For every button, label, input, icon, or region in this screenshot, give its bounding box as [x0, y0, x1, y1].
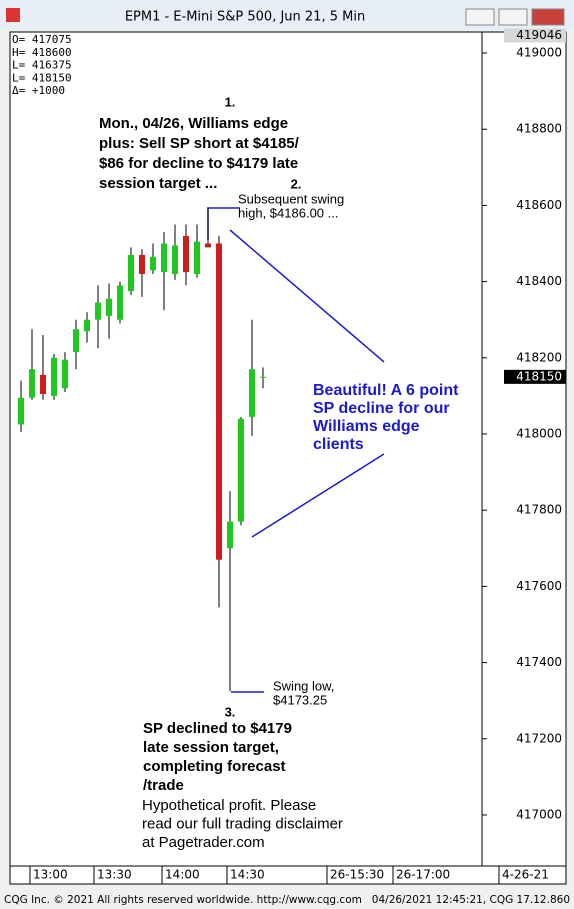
annotation-line: Williams edge	[313, 418, 420, 435]
annotation-line: $4173.25	[273, 692, 327, 707]
price-tag-label: 418150	[516, 369, 562, 383]
candle-body	[227, 521, 233, 549]
candle-body	[150, 256, 156, 271]
annotation-line: /trade	[143, 777, 184, 794]
y-tick-label: 417000	[516, 807, 562, 821]
arrow-line	[229, 229, 385, 363]
candle-body	[18, 397, 24, 425]
info-line: L= 416375	[12, 59, 72, 72]
annotation-line: session target ...	[99, 175, 217, 192]
annotation-line: Mon., 04/26, Williams edge	[99, 115, 288, 132]
time-label: 26-17:00	[396, 868, 450, 882]
candle-body	[117, 285, 123, 320]
annotation-line: clients	[313, 436, 364, 453]
candle-body	[62, 359, 68, 389]
info-line: O= 417075	[12, 33, 72, 46]
candle-body	[205, 243, 211, 248]
time-label: 14:00	[165, 868, 200, 882]
price-tag-label: 419046	[516, 28, 562, 42]
annotation-line: read our full trading disclaimer	[142, 815, 343, 832]
plot-area	[9, 31, 483, 867]
footer-left: CQG Inc. © 2021 All rights reserved worl…	[4, 894, 362, 906]
candle-body	[40, 374, 46, 394]
candle-body	[260, 376, 266, 378]
close-button[interactable]	[531, 8, 565, 26]
annotation-number: 1.	[225, 94, 236, 109]
annotation-line: Beautiful! A 6 point	[313, 382, 459, 399]
annotation-line: late session target,	[143, 739, 279, 756]
candle-body	[84, 319, 90, 332]
time-label: 14:30	[230, 868, 265, 882]
annotation-line: at Pagetrader.com	[142, 834, 265, 851]
annotation-line: completing forecast	[143, 758, 286, 775]
annotation-number: 2.	[291, 176, 302, 191]
app-icon	[6, 8, 20, 22]
info-line: L= 418150	[12, 71, 72, 84]
window-title: EPM1 - E-Mini S&P 500, Jun 21, 5 Min	[125, 10, 365, 25]
candle-body	[106, 298, 112, 316]
y-tick-label: 417200	[516, 731, 562, 745]
annotation-line: Subsequent swing	[238, 191, 344, 206]
time-axis	[9, 865, 567, 885]
annotation-line: high, $4186.00 ...	[238, 205, 338, 220]
price-axis	[481, 31, 567, 867]
y-tick-label: 417800	[516, 503, 562, 517]
candle-body	[216, 243, 222, 560]
annotation-line: SP decline for our	[313, 400, 450, 417]
time-label: 4-26-21	[502, 868, 549, 882]
candle-body	[183, 235, 189, 273]
price-tag	[504, 28, 566, 43]
annotation-number: 3.	[225, 704, 236, 719]
y-tick-label: 418000	[516, 426, 562, 440]
candle-body	[29, 369, 35, 398]
footer-right: 04/26/2021 12:45:21, CQG 17.12.860	[372, 894, 570, 906]
info-line: Δ= +1000	[12, 84, 65, 97]
minimize-button[interactable]	[465, 8, 495, 26]
annotation-line: Swing low,	[273, 678, 334, 693]
y-tick-label: 417400	[516, 655, 562, 669]
candle-body	[73, 329, 79, 353]
candle-body	[139, 254, 145, 274]
candle-body	[95, 302, 101, 320]
candle-body	[238, 418, 244, 522]
arrow-line	[251, 453, 385, 538]
y-tick-label: 417600	[516, 579, 562, 593]
time-label: 26-15:30	[330, 868, 384, 882]
y-tick-label: 418200	[516, 350, 562, 364]
candle-body	[249, 369, 255, 417]
maximize-button[interactable]	[498, 8, 528, 26]
y-tick-label: 419000	[516, 46, 562, 60]
time-label: 13:30	[97, 868, 132, 882]
candle-body	[194, 241, 200, 274]
candle-body	[161, 243, 167, 273]
y-tick-label: 418400	[516, 274, 562, 288]
candle-body	[172, 245, 178, 274]
candle-body	[51, 357, 57, 396]
y-tick-label: 418800	[516, 122, 562, 136]
annotation-line: Hypothetical profit. Please	[142, 797, 316, 814]
info-line: H= 418600	[12, 46, 72, 59]
annotation-line: SP declined to $4179	[143, 720, 292, 737]
annotation-line: plus: Sell SP short at $4185/	[99, 135, 300, 152]
annotation-line: $86 for decline to $4179 late	[99, 155, 298, 172]
price-tag	[504, 369, 566, 384]
candle-body	[128, 254, 134, 292]
y-tick-label: 418600	[516, 198, 562, 212]
time-label: 13:00	[33, 868, 68, 882]
